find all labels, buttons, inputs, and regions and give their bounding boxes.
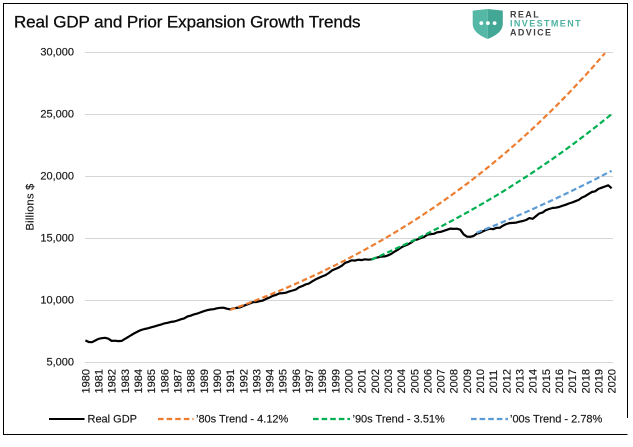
svg-text:5,000: 5,000	[46, 357, 74, 369]
svg-text:2010: 2010	[475, 369, 487, 393]
svg-text:2015: 2015	[541, 369, 553, 393]
svg-text:1989: 1989	[199, 369, 211, 393]
svg-text:1984: 1984	[133, 369, 145, 393]
svg-text:2002: 2002	[370, 369, 382, 393]
svg-text:Real GDP: Real GDP	[88, 414, 138, 426]
svg-text:2019: 2019	[593, 369, 605, 393]
svg-text:2004: 2004	[396, 369, 408, 393]
svg-text:1985: 1985	[146, 369, 158, 393]
svg-text:1991: 1991	[225, 369, 237, 393]
svg-text:2003: 2003	[383, 369, 395, 393]
svg-text:2008: 2008	[449, 369, 461, 393]
svg-text:1997: 1997	[304, 369, 316, 393]
svg-text:2012: 2012	[501, 369, 513, 393]
svg-text:2000: 2000	[344, 369, 356, 393]
svg-text:ADVICE: ADVICE	[510, 28, 552, 38]
svg-text:REAL: REAL	[510, 10, 540, 20]
svg-text:2009: 2009	[462, 369, 474, 393]
svg-text:2011: 2011	[488, 370, 500, 394]
svg-text:1986: 1986	[159, 369, 171, 393]
svg-text:2013: 2013	[515, 369, 527, 393]
svg-text:Real GDP and Prior Expansion G: Real GDP and Prior Expansion Growth Tren…	[14, 13, 360, 32]
svg-text:2020: 2020	[607, 369, 619, 393]
svg-text:1981: 1981	[94, 369, 106, 393]
svg-text:1980: 1980	[80, 369, 92, 393]
svg-text:1999: 1999	[330, 369, 342, 393]
svg-text:1990: 1990	[212, 369, 224, 393]
svg-text:’80s Trend - 4.12%: ’80s Trend - 4.12%	[196, 414, 289, 426]
svg-text:30,000: 30,000	[40, 47, 74, 59]
svg-text:1998: 1998	[317, 369, 329, 393]
svg-text:1993: 1993	[251, 369, 263, 393]
svg-text:INVESTMENT: INVESTMENT	[510, 19, 582, 29]
svg-text:1994: 1994	[265, 369, 277, 393]
svg-text:20,000: 20,000	[40, 171, 74, 183]
svg-text:1992: 1992	[238, 369, 250, 393]
svg-text:15,000: 15,000	[40, 233, 74, 245]
svg-text:2016: 2016	[554, 369, 566, 393]
svg-text:1983: 1983	[120, 369, 132, 393]
svg-text:’90s Trend - 3.51%: ’90s Trend - 3.51%	[353, 414, 446, 426]
svg-text:2014: 2014	[528, 369, 540, 393]
svg-text:2005: 2005	[409, 369, 421, 393]
svg-text:1988: 1988	[186, 369, 198, 393]
svg-text:2001: 2001	[357, 369, 369, 393]
svg-text:’00s Trend - 2.78%: ’00s Trend - 2.78%	[510, 414, 603, 426]
svg-text:2006: 2006	[422, 369, 434, 393]
svg-text:1996: 1996	[291, 369, 303, 393]
svg-text:10,000: 10,000	[40, 295, 74, 307]
svg-text:1995: 1995	[278, 369, 290, 393]
svg-text:2018: 2018	[580, 369, 592, 393]
svg-text:1982: 1982	[107, 369, 119, 393]
svg-text:25,000: 25,000	[40, 109, 74, 121]
svg-text:2017: 2017	[567, 369, 579, 393]
svg-text:1987: 1987	[173, 369, 185, 393]
svg-text:Billions $: Billions $	[25, 183, 37, 230]
svg-text:2007: 2007	[436, 369, 448, 393]
